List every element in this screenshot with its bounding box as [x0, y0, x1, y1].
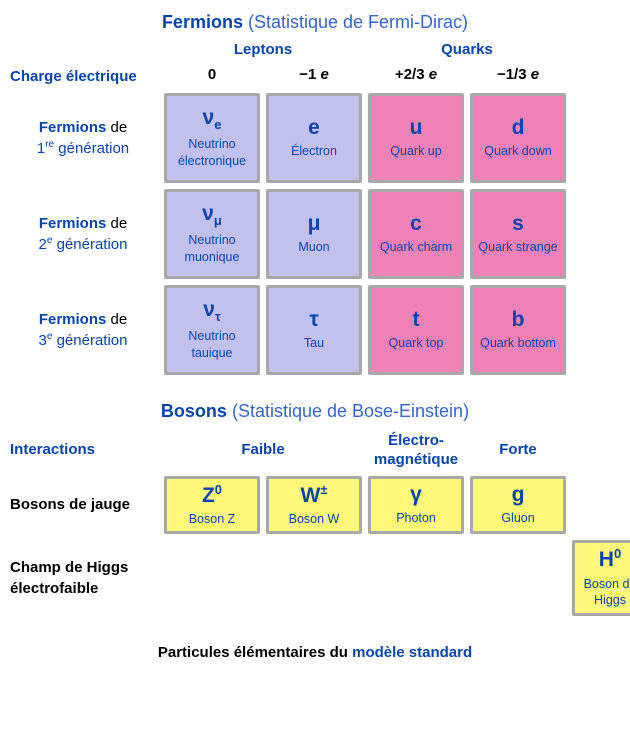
charge-3: −1/3 e — [470, 66, 566, 87]
quarks-header: Quarks — [368, 39, 566, 60]
charge-0: 0 — [164, 66, 260, 87]
particle-cell[interactable]: μ Muon — [266, 189, 362, 279]
leptons-header: Leptons — [164, 39, 362, 60]
particle-cell[interactable]: νμ Neutrino muonique — [164, 189, 260, 279]
charge-2: +2/3 e — [368, 66, 464, 87]
higgs-grid: Champ de Higgs électrofaible H0Boson de … — [8, 540, 622, 616]
particle-name: Quark bottom — [480, 335, 556, 352]
fermions-grid: Leptons Quarks Charge électrique 0 −1 e … — [8, 39, 622, 375]
fermions-title: Fermions (Statistique de Fermi-Dirac) — [8, 12, 622, 33]
particle-name: Quark down — [484, 143, 551, 160]
bosons-title: Bosons (Statistique de Bose-Einstein) — [8, 401, 622, 422]
particle-name: Neutrino muonique — [169, 232, 255, 266]
particle-name: Neutrino tauique — [169, 328, 255, 362]
particle-name: Électron — [291, 143, 337, 160]
bosons-grid: Interactions Faible Électro-magnétique F… — [8, 432, 622, 534]
particle-name: Neutrino électronique — [169, 136, 255, 170]
particle-name: Quark strange — [478, 239, 557, 256]
interaction-forte: Forte — [470, 432, 566, 470]
particle-cell[interactable]: d Quark down — [470, 93, 566, 183]
generation-2-label: Fermions de2e génération — [8, 189, 158, 279]
particle-symbol: νμ — [202, 202, 222, 228]
particle-symbol: νe — [203, 106, 222, 132]
particle-symbol: μ — [308, 212, 321, 235]
particle-symbol: b — [512, 308, 525, 331]
fermi-dirac-link[interactable]: Statistique de Fermi-Dirac — [254, 12, 462, 32]
interactions-label: Interactions — [8, 432, 158, 470]
particle-name: Boson W — [289, 511, 340, 528]
particle-symbol: ντ — [203, 298, 221, 324]
caption: Particules élémentaires du modèle standa… — [8, 644, 622, 661]
particle-cell[interactable]: ντ Neutrino tauique — [164, 285, 260, 375]
particle-cell[interactable]: γ Photon — [368, 476, 464, 535]
particle-name: Boson Z — [189, 511, 236, 528]
particle-cell[interactable]: t Quark top — [368, 285, 464, 375]
standard-model-table: Fermions (Statistique de Fermi-Dirac) Le… — [8, 12, 622, 661]
particle-name: Gluon — [501, 510, 534, 527]
particle-symbol: e — [308, 116, 320, 139]
particle-symbol: g — [512, 483, 525, 506]
particle-name: Quark top — [389, 335, 444, 352]
particle-cell[interactable]: g Gluon — [470, 476, 566, 535]
particle-cell[interactable]: c Quark charm — [368, 189, 464, 279]
interaction-em: Électro-magnétique — [368, 432, 464, 470]
particle-cell[interactable]: W± Boson W — [266, 476, 362, 535]
particle-name: Quark charm — [380, 239, 452, 256]
modele-standard-link[interactable]: modèle standard — [352, 644, 472, 661]
particle-symbol: τ — [309, 308, 318, 331]
particle-symbol: d — [512, 116, 525, 139]
particle-cell[interactable]: τ Tau — [266, 285, 362, 375]
particle-symbol: γ — [410, 483, 422, 506]
particle-cell[interactable]: u Quark up — [368, 93, 464, 183]
interaction-faible: Faible — [164, 432, 362, 470]
particle-symbol: Z0 — [202, 483, 222, 507]
charge-label: Charge électrique — [8, 66, 158, 87]
particle-cell[interactable]: b Quark bottom — [470, 285, 566, 375]
particle-name: Muon — [298, 239, 329, 256]
particle-name: Boson de Higgs — [577, 576, 630, 610]
particle-symbol: c — [410, 212, 422, 235]
particle-cell[interactable]: Z0 Boson Z — [164, 476, 260, 535]
charge-1: −1 e — [266, 66, 362, 87]
generation-3-label: Fermions de3e génération — [8, 285, 158, 375]
particle-symbol: s — [512, 212, 524, 235]
bosons-title-bold: Bosons — [161, 401, 227, 421]
particle-cell-higgs[interactable]: H0 Boson de Higgs — [572, 540, 630, 616]
fermions-title-bold: Fermions — [162, 12, 243, 32]
gauge-row-label: Bosons de jauge — [8, 476, 158, 535]
particle-symbol: H0 — [599, 547, 621, 571]
particle-cell[interactable]: e Électron — [266, 93, 362, 183]
particle-symbol: W± — [301, 483, 328, 507]
particle-name: Quark up — [390, 143, 441, 160]
bose-einstein-link[interactable]: Statistique de Bose-Einstein — [238, 401, 463, 421]
particle-symbol: t — [413, 308, 420, 331]
higgs-row-label: Champ de Higgs électrofaible — [8, 540, 158, 616]
particle-cell[interactable]: νe Neutrino électronique — [164, 93, 260, 183]
particle-cell[interactable]: s Quark strange — [470, 189, 566, 279]
particle-name: Photon — [396, 510, 436, 527]
generation-1-label: Fermions de1re génération — [8, 93, 158, 183]
particle-name: Tau — [304, 335, 324, 352]
particle-symbol: u — [410, 116, 423, 139]
